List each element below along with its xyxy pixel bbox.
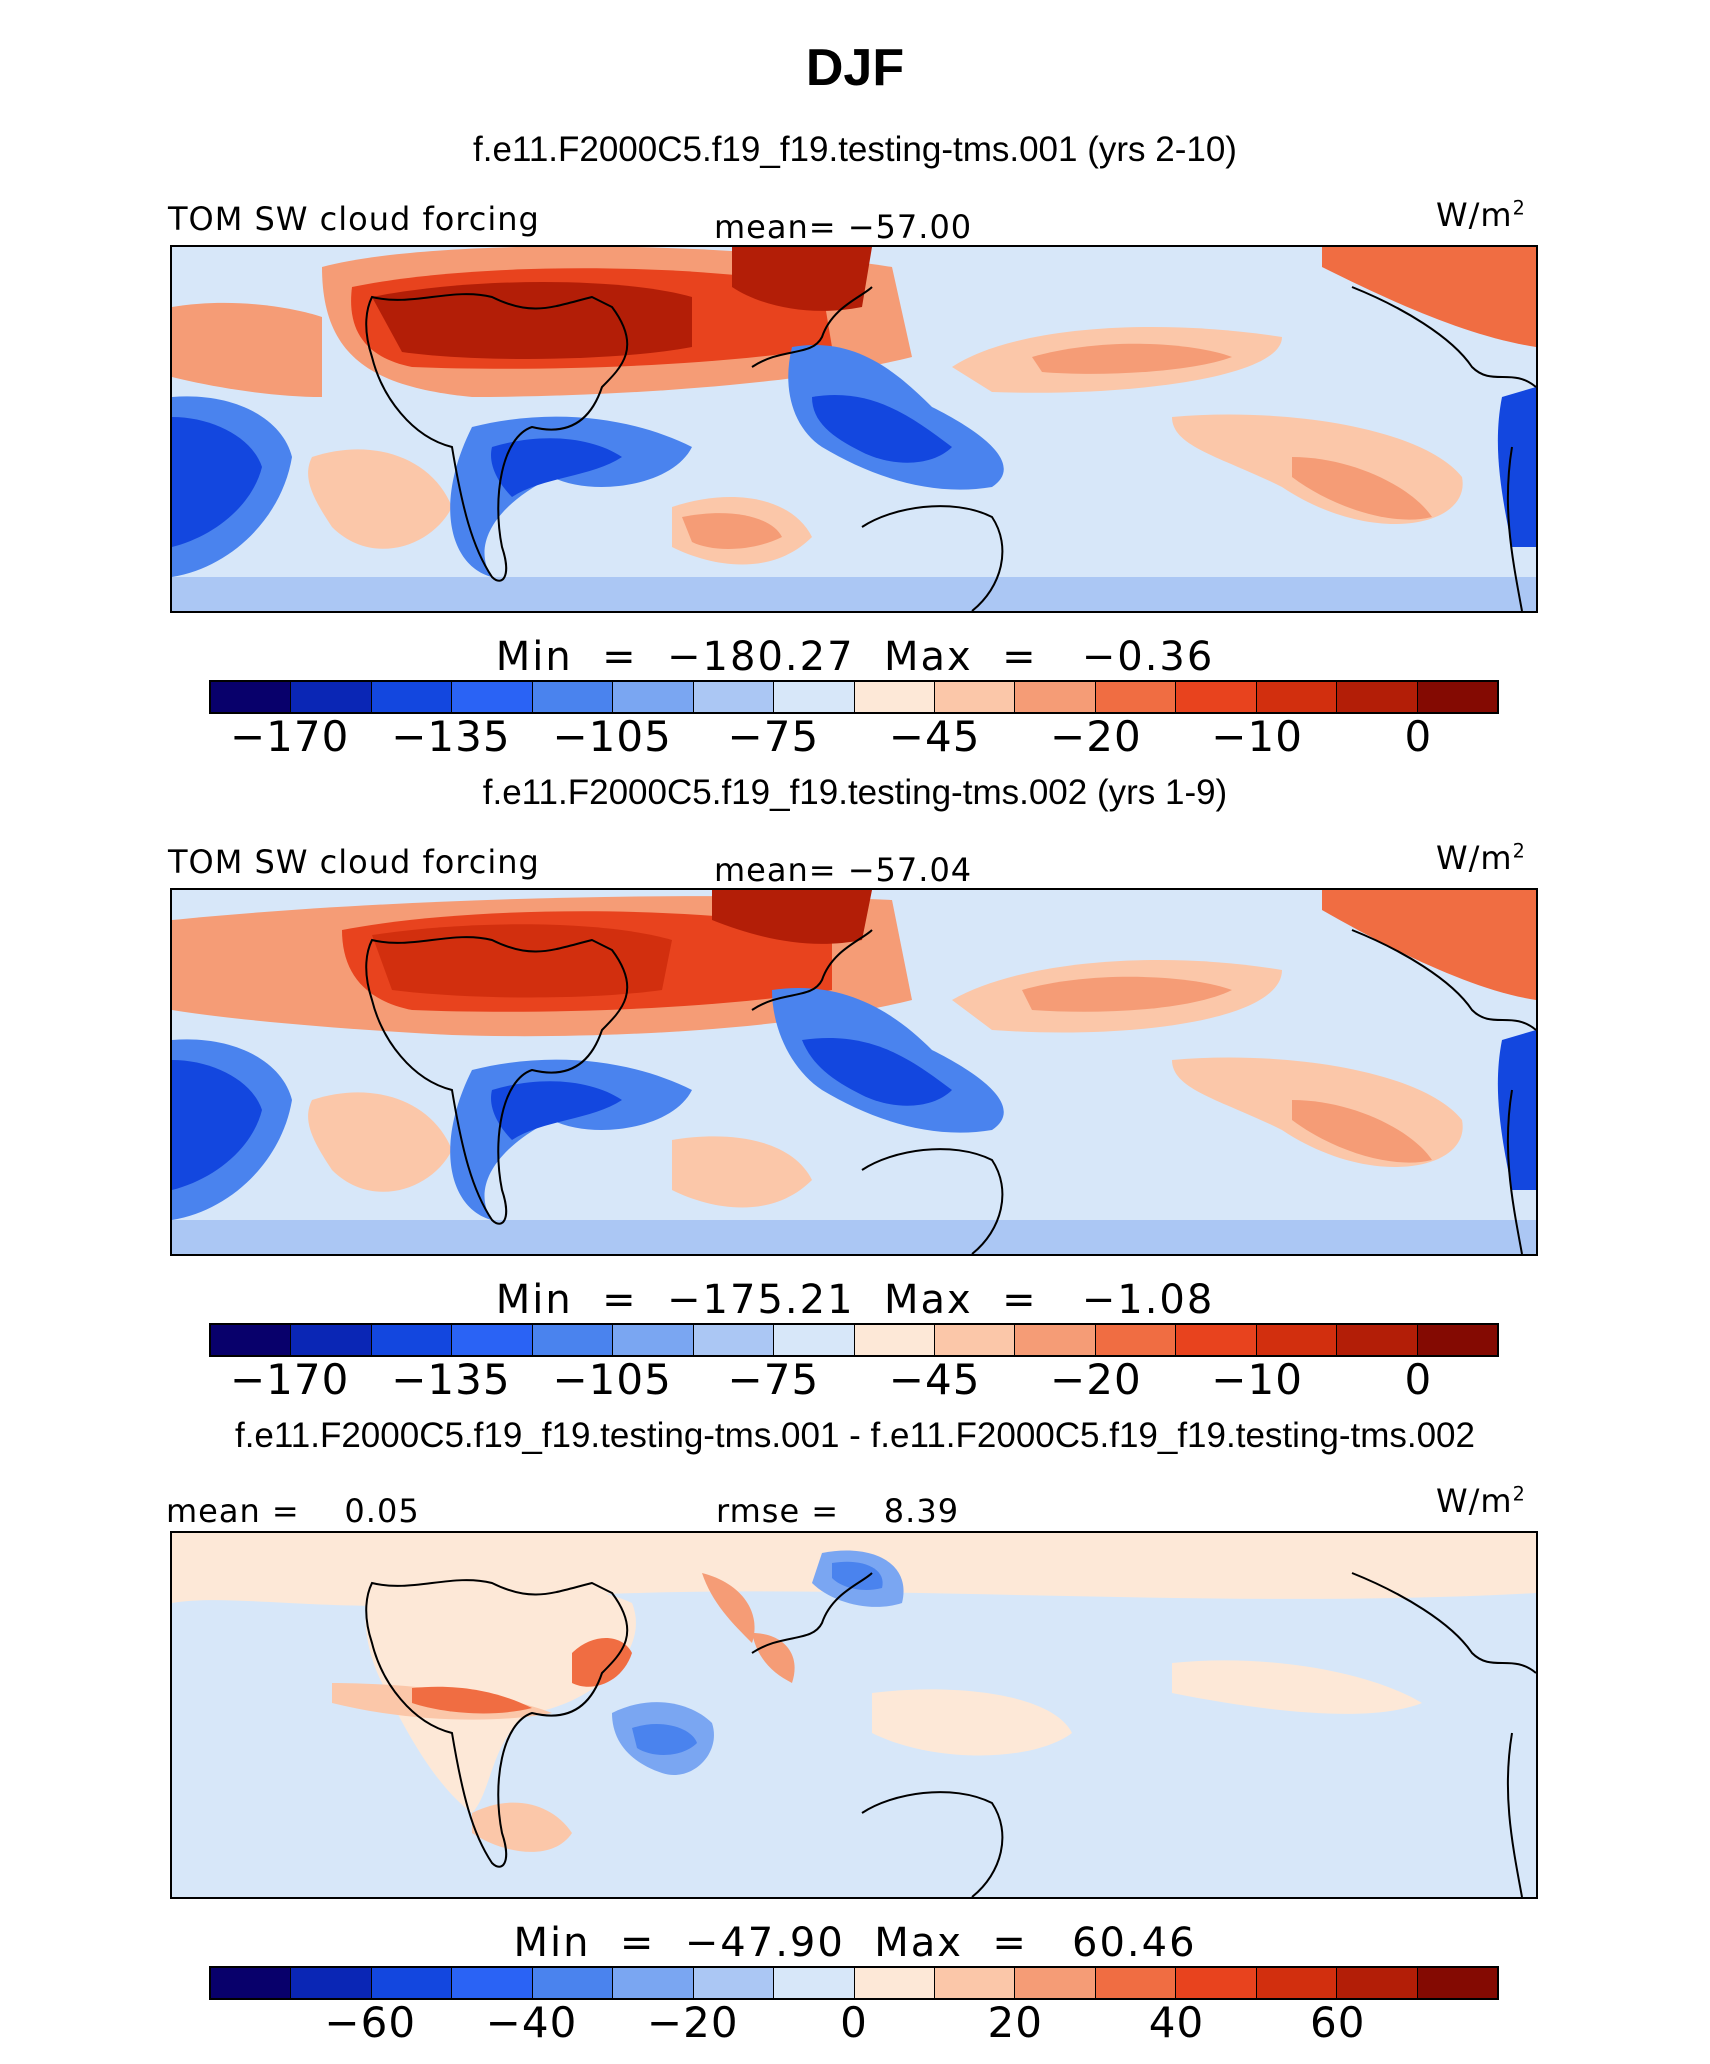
colorbar-swatch [693,1325,775,1355]
colorbar-swatch [1176,1325,1257,1355]
colorbar-swatch [774,1325,855,1355]
colorbar-swatch [532,1325,614,1355]
colorbar-tick-label: 20 [987,1998,1043,2047]
colorbar-swatch [613,1968,694,1998]
colorbar-swatch [854,1968,935,1998]
panel-2-minmax: Min = −175.21 Max = −1.08 [495,1277,1215,1323]
colorbar-swatch [452,682,533,712]
colorbar-swatch [1337,1968,1418,1998]
colorbar-swatch [1417,682,1497,712]
panel-2-units-label: W/m2 [1436,839,1526,877]
colorbar-tick-label: −170 [229,712,350,761]
colorbar-tick-label: −105 [552,712,672,761]
colorbar-swatch [452,1325,533,1355]
colorbar-tick-label: −20 [1050,712,1142,761]
colorbar-swatch [1417,1968,1497,1998]
colorbar-swatch [854,1325,935,1355]
colorbar-tick-label: −10 [1211,712,1303,761]
colorbar-swatch [371,1325,453,1355]
panel-2-colorbar-ticks: −170 −135 −105 −75 −45 −20 −10 0 [209,1355,1499,1405]
colorbar-swatch [452,1968,533,1998]
panel-1-minmax: Min = −180.27 Max = −0.36 [495,634,1215,680]
colorbar-swatch [532,1968,614,1998]
panel-3-colorbar-ticks: −60 −40 −20 0 20 40 60 [209,1998,1499,2048]
panel-1-case-title: f.e11.F2000C5.f19_f19.testing-tms.001 (y… [473,130,1237,169]
colorbar-swatch [1337,1325,1418,1355]
colorbar-tick-label: −20 [1050,1355,1142,1404]
colorbar-swatch [291,1968,372,1998]
colorbar-swatch [774,1968,855,1998]
colorbar-swatch [1417,1325,1497,1355]
colorbar-tick-label: −40 [485,1998,578,2047]
panel-3-mean-label: mean = 0.05 [166,1492,420,1530]
colorbar-swatch [613,1325,694,1355]
colorbar-swatch [1015,1325,1096,1355]
panel-1-map [170,245,1538,613]
panel-1-colorbar-ticks: −170 −135 −105 −75 −45 −20 −10 0 [209,712,1499,762]
colorbar-swatch [291,1325,372,1355]
panel-2-mean-label: mean= −57.04 [714,851,973,889]
colorbar-tick-label: −170 [229,1355,350,1404]
colorbar-tick-label: −135 [391,712,511,761]
colorbar-swatch [613,682,694,712]
panel-3-map [170,1531,1538,1899]
colorbar-tick-label: −105 [552,1355,672,1404]
colorbar-tick-label: −60 [324,1998,417,2047]
colorbar-swatch [934,682,1016,712]
colorbar-tick-label: −20 [646,1998,739,2047]
panel-3-rmse-label: rmse = 8.39 [716,1492,960,1530]
colorbar-tick-label: 40 [1148,1998,1205,2047]
panel-3-colorbar [209,1966,1499,2000]
colorbar-tick-label: 0 [840,1998,868,2047]
colorbar-tick-label: −45 [888,1355,981,1404]
colorbar-tick-label: 0 [1404,712,1433,761]
panel-2-colorbar [209,1323,1499,1357]
panel-3-units-label: W/m2 [1436,1482,1526,1520]
colorbar-swatch [693,1968,775,1998]
panel-1-mean-label: mean= −57.00 [714,208,973,246]
figure-title: DJF [805,39,905,97]
panel-3-minmax: Min = −47.90 Max = 60.46 [513,1920,1197,1966]
panel-1-variable-label: TOM SW cloud forcing [168,200,540,238]
colorbar-swatch [532,682,614,712]
colorbar-tick-label: 60 [1310,1998,1366,2047]
colorbar-swatch [371,682,453,712]
colorbar-swatch [934,1968,1016,1998]
colorbar-tick-label: −75 [727,1355,820,1404]
colorbar-swatch [1337,682,1418,712]
colorbar-tick-label: −10 [1211,1355,1303,1404]
colorbar-tick-label: −135 [391,1355,511,1404]
colorbar-swatch [1015,1968,1096,1998]
colorbar-swatch [1095,1325,1177,1355]
colorbar-swatch [291,682,372,712]
panel-2-map [170,888,1538,1256]
panel-1-units-label: W/m2 [1436,196,1526,234]
colorbar-swatch [693,682,775,712]
colorbar-swatch [1095,1968,1177,1998]
colorbar-swatch [1015,682,1096,712]
colorbar-swatch [211,1325,292,1355]
colorbar-swatch [934,1325,1016,1355]
panel-2-variable-label: TOM SW cloud forcing [168,843,540,881]
colorbar-swatch [1095,682,1177,712]
colorbar-tick-label: 0 [1404,1355,1433,1404]
colorbar-swatch [1256,1325,1338,1355]
colorbar-swatch [1256,1968,1338,1998]
panel-2-case-title: f.e11.F2000C5.f19_f19.testing-tms.002 (y… [482,773,1228,812]
colorbar-swatch [1256,682,1338,712]
colorbar-swatch [1176,682,1257,712]
colorbar-swatch [854,682,935,712]
colorbar-swatch [774,682,855,712]
colorbar-tick-label: −45 [888,712,981,761]
colorbar-swatch [211,682,292,712]
colorbar-tick-label: −75 [727,712,820,761]
colorbar-swatch [1176,1968,1257,1998]
panel-1-colorbar [209,680,1499,714]
panel-3-case-title: f.e11.F2000C5.f19_f19.testing-tms.001 - … [234,1416,1475,1455]
colorbar-swatch [211,1968,292,1998]
colorbar-swatch [371,1968,453,1998]
